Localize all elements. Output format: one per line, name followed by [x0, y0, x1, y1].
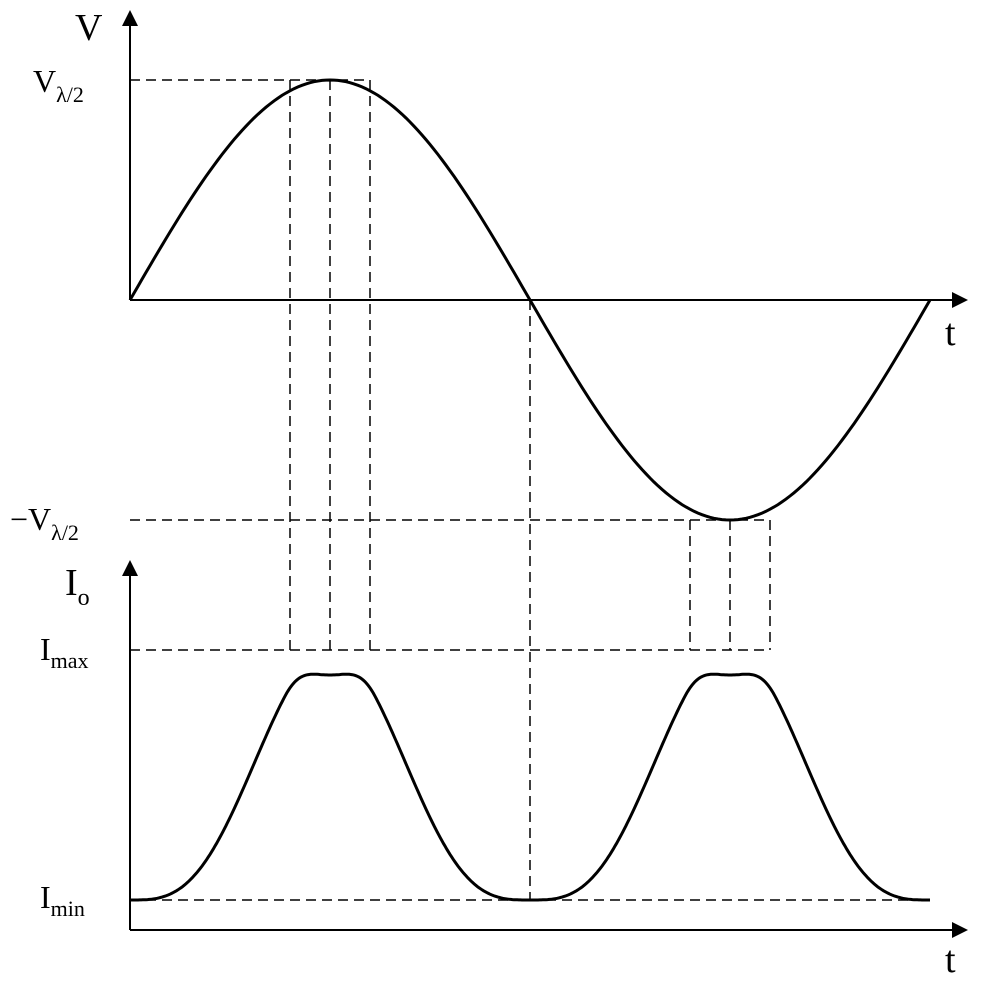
bottom-y-axis-label: Io — [65, 562, 90, 611]
bottom-plot: Io t Imax Imin — [40, 562, 960, 981]
top-neg-peak-label: −Vλ/2 — [10, 501, 79, 545]
bottom-x-axis-label: t — [945, 939, 956, 981]
top-pos-peak-label: Vλ/2 — [33, 63, 84, 107]
imin-label: Imin — [40, 879, 85, 921]
vertical-guides — [290, 80, 770, 900]
imax-label: Imax — [40, 631, 89, 673]
top-plot: V t Vλ/2 −Vλ/2 — [10, 7, 960, 545]
waveform-diagram: V t Vλ/2 −Vλ/2 Io t Imax Imin — [0, 0, 1000, 987]
top-y-axis-label: V — [75, 7, 103, 49]
figure-container: V t Vλ/2 −Vλ/2 Io t Imax Imin — [0, 0, 1000, 987]
top-x-axis-label: t — [945, 312, 956, 354]
